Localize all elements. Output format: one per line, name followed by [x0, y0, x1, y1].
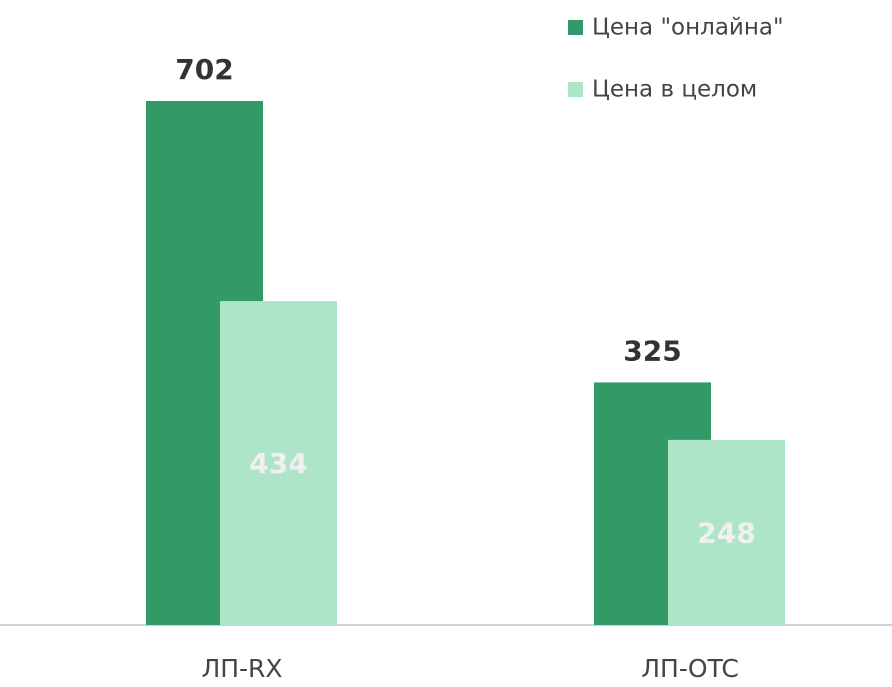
- legend-label: Цена "онлайна": [592, 15, 784, 41]
- bar: [220, 301, 337, 625]
- legend-label: Цена в целом: [592, 77, 757, 103]
- x-tick-label: ЛП-OTC: [641, 654, 739, 683]
- x-tick-label: ЛП-RX: [201, 654, 282, 683]
- bar: [668, 439, 785, 625]
- legend-swatch: [568, 20, 583, 35]
- data-label: 325: [623, 334, 681, 367]
- data-label: 434: [249, 447, 307, 480]
- data-label: 248: [697, 516, 755, 549]
- data-label: 702: [175, 53, 233, 86]
- legend-swatch: [568, 82, 583, 97]
